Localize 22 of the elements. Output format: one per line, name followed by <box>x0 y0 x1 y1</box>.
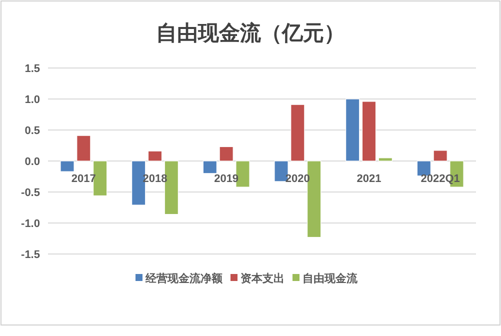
bar <box>76 135 91 162</box>
x-tick-label: 2021 <box>356 173 382 185</box>
y-tick-label: -0.5 <box>21 187 40 199</box>
bar <box>378 158 392 162</box>
bar <box>219 146 234 162</box>
bar <box>60 160 74 172</box>
bar <box>362 101 376 162</box>
y-tick-label: -1.5 <box>21 249 40 261</box>
y-tick-label: -1.0 <box>21 218 40 230</box>
y-tick-label: 0.0 <box>24 156 40 168</box>
bar <box>202 160 218 174</box>
y-tick-label: 0.5 <box>24 125 40 137</box>
legend-label: 经营现金流净额 <box>144 272 224 285</box>
chart-title: 自由现金流（亿元） <box>156 21 345 45</box>
legend-label: 资本支出 <box>240 272 284 285</box>
legend-label: 自由现金流 <box>302 272 358 285</box>
bar <box>290 104 305 162</box>
bar <box>346 98 360 162</box>
y-tick-label: 1.5 <box>24 63 40 75</box>
bar <box>433 150 448 162</box>
bar <box>148 150 162 162</box>
y-tick-label: 1.0 <box>24 94 40 106</box>
